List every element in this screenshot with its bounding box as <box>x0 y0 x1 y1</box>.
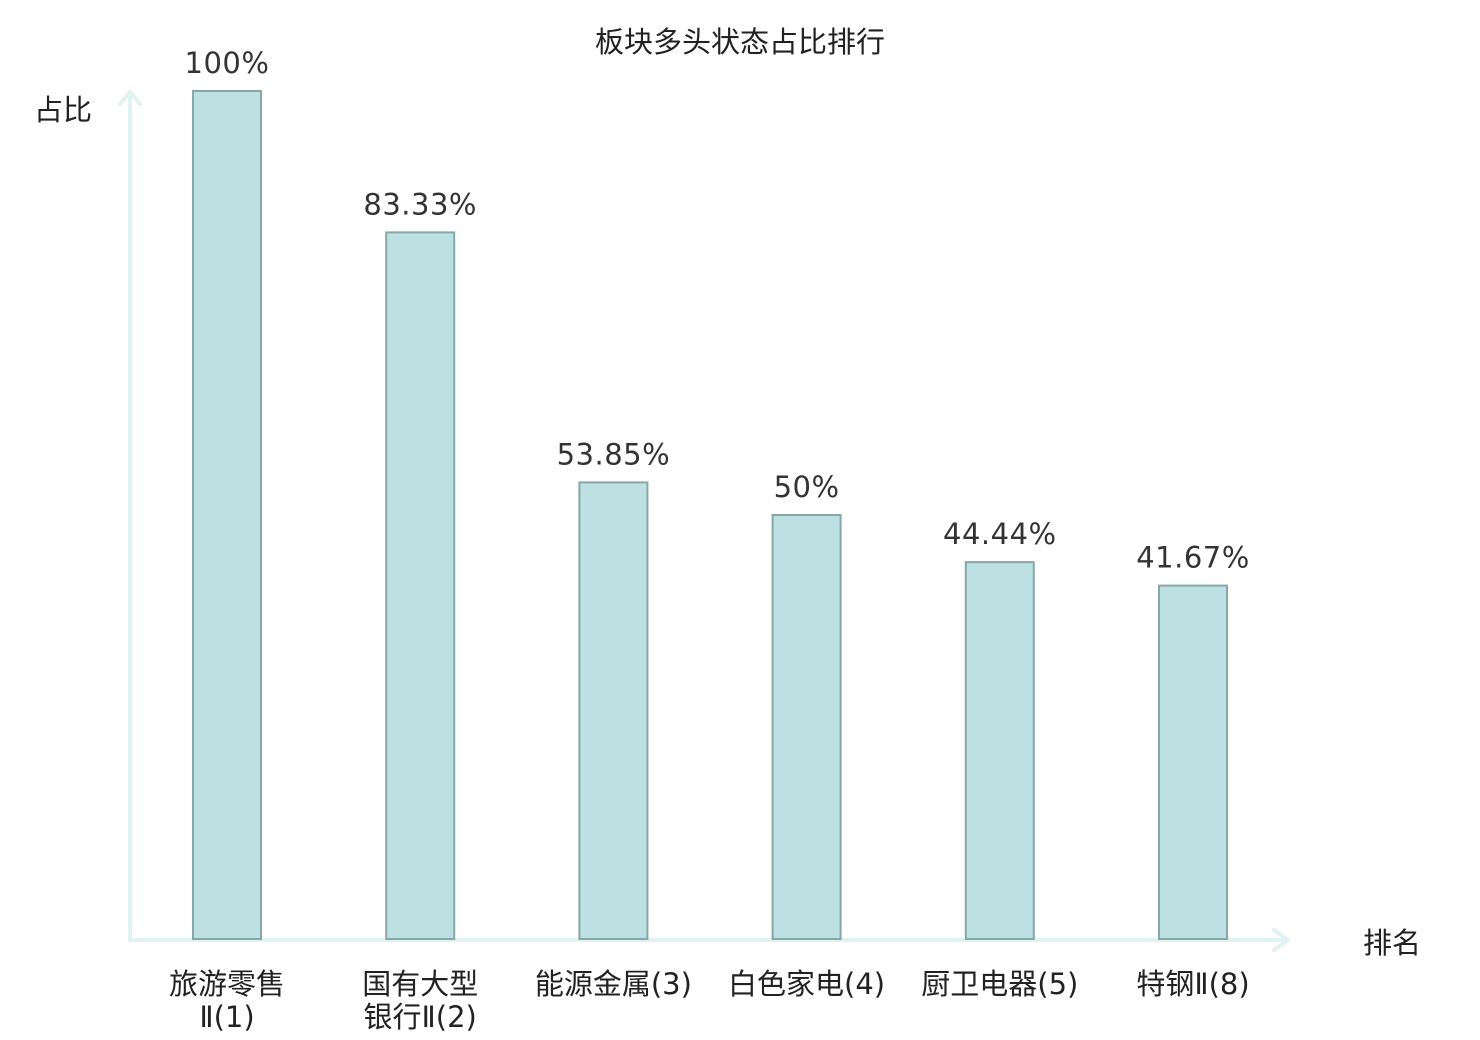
value-label-5: 44.44% <box>943 517 1057 551</box>
bar-3 <box>578 481 649 940</box>
x-axis <box>128 928 1290 952</box>
category-label-2: 国有大型银行Ⅱ(2) <box>362 967 478 1034</box>
category-label-6: 特钢Ⅱ(8) <box>1136 967 1249 1001</box>
value-label-2: 83.33% <box>363 187 477 221</box>
bar-5 <box>964 561 1035 940</box>
bar-4 <box>771 514 842 940</box>
bar-2 <box>385 231 456 940</box>
bar-6 <box>1158 584 1228 940</box>
value-label-4: 50% <box>774 470 840 504</box>
value-label-3: 53.85% <box>557 437 671 471</box>
bar-series <box>192 90 1228 940</box>
value-label-1: 100% <box>185 46 270 80</box>
x-axis-title: 排名 <box>1363 926 1421 960</box>
y-axis <box>118 90 142 942</box>
value-label-6: 41.67% <box>1136 541 1250 575</box>
category-label-4: 白色家电(4) <box>728 967 885 1001</box>
y-axis-title: 占比 <box>34 93 92 127</box>
bar-1 <box>192 90 262 940</box>
category-label-3: 能源金属(3) <box>535 967 692 1001</box>
category-label-5: 厨卫电器(5) <box>921 967 1078 1001</box>
chart-title: 板块多头状态占比排行 <box>595 25 885 59</box>
value-labels: 100% 83.33% 53.85% 50% 44.44% 41.67% <box>185 46 1250 575</box>
category-labels: 旅游零售 Ⅱ(1) 国有大型银行Ⅱ(2) 能源金属(3) 白色家电(4) 厨卫电器(5) 特… <box>169 967 1250 1034</box>
category-label-1: 旅游零售 Ⅱ(1) <box>169 967 285 1034</box>
